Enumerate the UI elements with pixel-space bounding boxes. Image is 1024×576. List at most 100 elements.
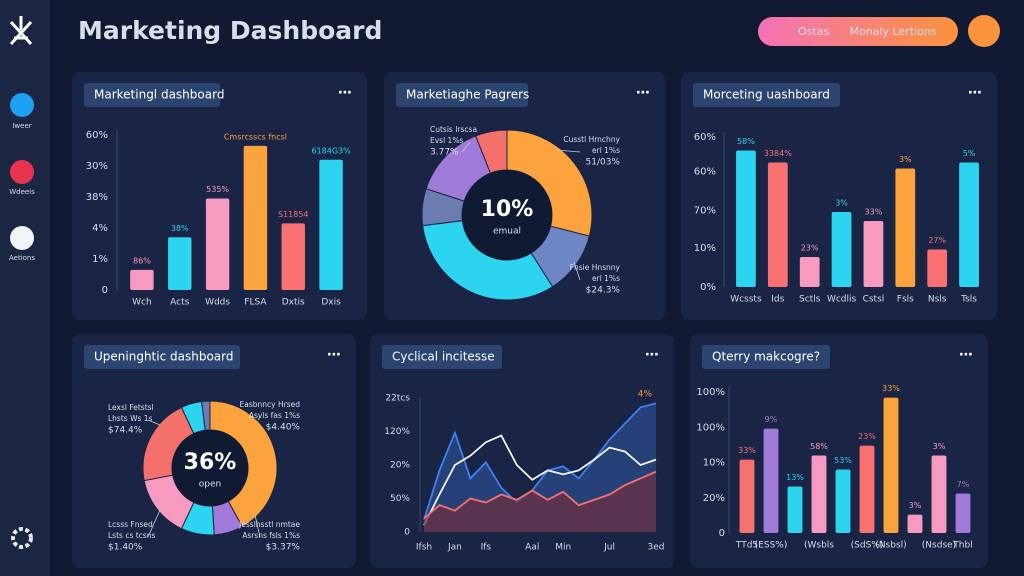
x-tick-label: Wcdlis (827, 295, 857, 305)
x-tick-label: Wch (132, 298, 152, 308)
x-tick-label: Jan (447, 543, 462, 553)
bar (130, 269, 154, 290)
leader-line (555, 149, 581, 153)
callout-text: 3.77% (430, 148, 459, 158)
bar (736, 150, 756, 287)
more-menu[interactable]: ⋯ (959, 347, 973, 363)
x-tick-label: Fsls (897, 295, 914, 305)
bar (205, 198, 230, 290)
bar (319, 159, 343, 290)
leader-line (254, 514, 261, 538)
bar (907, 514, 923, 533)
bar-label: 3384% (764, 149, 792, 158)
bar (931, 455, 947, 533)
callout-text: Asrsns fsls 1%s (242, 531, 300, 540)
y-tick-label: 0 (404, 528, 410, 538)
bar (927, 249, 948, 287)
more-menu[interactable]: ⋯ (327, 347, 341, 363)
bar-label: 33% (738, 446, 756, 455)
y-tick-label: 20% (390, 461, 410, 471)
card (681, 72, 997, 320)
y-tick-label: 100% (696, 387, 725, 398)
bar (955, 493, 971, 533)
callout-text: 51/03% (586, 158, 621, 168)
callout-text: Cutsis Irscsa (430, 125, 477, 134)
bar (831, 212, 852, 287)
bar (799, 257, 820, 287)
callout-text: $24.3% (586, 286, 621, 296)
bar (763, 428, 779, 533)
x-tick-label: Ids (771, 295, 784, 305)
x-tick-label: Tsls (960, 295, 977, 305)
leader-line (461, 141, 471, 153)
callout-text: Lexsl Fetstsl (108, 403, 154, 412)
page-title: Marketing Dashboard (78, 16, 382, 45)
x-tick-label: Jul (603, 543, 615, 553)
bar-label: 3% (835, 199, 848, 208)
twitter-icon[interactable] (10, 93, 34, 117)
y-tick-label: 60% (86, 130, 108, 141)
callout-text: Jesslhsstl nmtae (238, 520, 300, 529)
bar-label: 23% (801, 244, 819, 253)
callout-text: Asvls fas 1%s (249, 411, 300, 420)
leader-line (573, 261, 581, 281)
bar-label: 23% (858, 432, 876, 441)
x-tick-label: Wdds (205, 298, 230, 308)
bar (168, 237, 192, 290)
card-title: Morceting uashboard (703, 88, 830, 102)
filter-pill[interactable] (758, 17, 958, 46)
callout-text: erl 1%s (592, 146, 620, 155)
donut-hole (462, 170, 552, 260)
bar (835, 469, 851, 533)
bar (895, 168, 916, 287)
more-menu[interactable]: ⋯ (636, 85, 650, 101)
callout-text: $3.37% (266, 543, 301, 553)
x-tick-label: Wcssts (730, 295, 762, 305)
leader-line (147, 419, 161, 426)
card-title: Upeninghtic dashboard (94, 350, 233, 364)
bar-label: 535% (206, 185, 229, 194)
bar (883, 397, 899, 533)
center-label: emual (493, 227, 521, 237)
settings-icon[interactable] (11, 527, 33, 549)
card-header (382, 345, 502, 369)
center-label: open (199, 480, 221, 490)
callout-text: $4.40% (266, 423, 301, 433)
bar (739, 459, 755, 533)
card-title: Cyclical incitesse (392, 350, 495, 364)
x-tick-label: Nsls (928, 295, 947, 305)
line (423, 402, 657, 521)
x-tick-label: (ESS%) (755, 541, 788, 551)
y-tick-label: 0 (719, 528, 725, 539)
actions-icon[interactable] (10, 226, 34, 250)
more-menu[interactable]: ⋯ (968, 85, 982, 101)
x-tick-label: Acts (170, 298, 189, 308)
bar-label: 13% (786, 473, 804, 482)
sidebar-label: Iweer (12, 122, 31, 130)
bar (859, 445, 875, 533)
avatar[interactable] (968, 15, 1000, 47)
y-tick-label: 0 (102, 285, 108, 296)
bar-label: 9% (765, 415, 778, 424)
callout-text: $1.40% (108, 543, 143, 553)
callout-text: Cusstl Hrnchny (563, 135, 620, 144)
bar-label: Cmsrcsscs fncsl (224, 132, 287, 141)
y-tick-label: 1% (92, 254, 108, 265)
card-header (702, 345, 830, 369)
x-tick-label: 3ed (648, 543, 665, 553)
more-menu[interactable]: ⋯ (338, 85, 352, 101)
card-header (693, 83, 840, 107)
bar-label: 38% (171, 224, 189, 233)
callout-text: Lsts cs tcsns (108, 531, 155, 540)
bar (281, 223, 305, 290)
leader-line (147, 509, 161, 538)
bar-label: 58% (737, 137, 755, 146)
more-menu[interactable]: ⋯ (645, 347, 659, 363)
pill-label: Ostas (798, 25, 829, 38)
sidebar-label: Wdeeis (9, 188, 35, 196)
callout-text: Lhsts Ws 1s (108, 414, 153, 423)
x-tick-label: Cstsl (863, 295, 885, 305)
pinterest-icon[interactable] (10, 160, 34, 184)
x-tick-label: Ifsh (416, 543, 432, 553)
